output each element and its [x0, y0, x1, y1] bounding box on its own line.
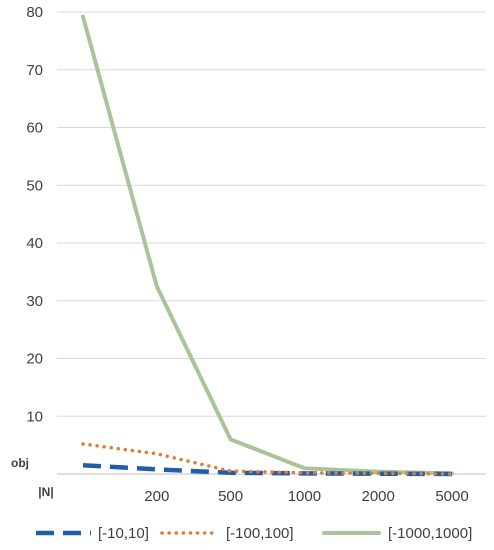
- x-tick-label: 500: [218, 488, 243, 505]
- x-tick-label: 1000: [288, 488, 321, 505]
- x-axis-label: |N|: [38, 485, 53, 499]
- y-tick-label: 10: [26, 408, 43, 425]
- series-line-0: [82, 463, 453, 477]
- y-tick-labels: 10 20 30 40 50 60 70 80: [26, 4, 43, 425]
- y-tick-label: 80: [26, 4, 43, 21]
- legend-label-2: [-1000,1000]: [388, 525, 472, 542]
- legend: [-10,10] [-100,100] [-1000,1000]: [36, 525, 472, 542]
- series-line-2: [81, 14, 454, 476]
- x-tick-label: 2000: [362, 488, 395, 505]
- y-axis-label: obj: [11, 456, 29, 470]
- legend-label-0: [-10,10]: [98, 525, 149, 542]
- y-tick-label: 50: [26, 177, 43, 194]
- x-tick-label: 5000: [435, 488, 468, 505]
- y-tick-label: 60: [26, 120, 43, 137]
- x-tick-labels: 200 500 1000 2000 5000: [144, 488, 468, 505]
- series-lines: [81, 14, 454, 477]
- x-tick-label: 200: [144, 488, 169, 505]
- y-tick-label: 20: [26, 351, 43, 368]
- legend-label-1: [-100,100]: [226, 525, 294, 542]
- gridlines: [57, 11, 486, 475]
- y-tick-label: 40: [26, 235, 43, 252]
- y-tick-label: 30: [26, 293, 43, 310]
- y-tick-label: 70: [26, 62, 43, 79]
